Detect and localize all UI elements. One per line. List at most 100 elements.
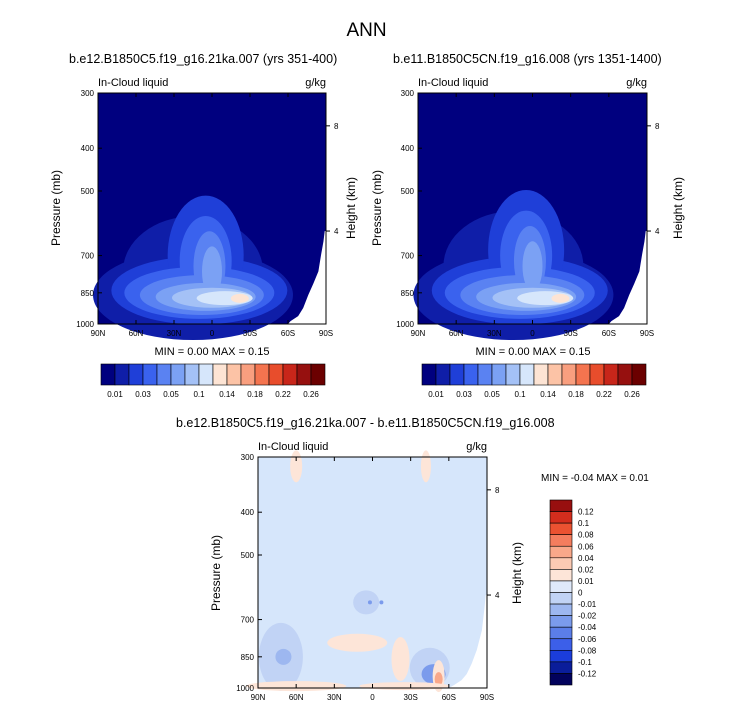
x-tick-label: 90S (640, 329, 654, 338)
colorbar-swatch (549, 545, 573, 559)
panel-3-ylabel: Pressure (mb) (209, 535, 223, 611)
colorbar-swatch (549, 626, 573, 640)
y-tick-label: 500 (81, 187, 95, 196)
colorbar-label: -0.01 (578, 600, 597, 609)
panel-3-ylabel-right: Height (km) (510, 542, 524, 604)
y-tick-label: 300 (81, 89, 95, 98)
panel-2-title: b.e11.B1850C5CN.f19_g16.008 (yrs 1351-14… (393, 52, 662, 66)
x-tick-label: 0 (210, 329, 215, 338)
colorbar-label: -0.04 (578, 623, 597, 632)
panel-1-stats: MIN = 0.00 MAX = 0.15 (155, 346, 270, 358)
y-tick-label: 700 (81, 252, 95, 261)
panel-2-chart: 90N 60N 30N 0 30S 60S 90S 300 400 500 700 850 1000 8 4… (370, 77, 685, 399)
missing-data-region (608, 231, 647, 324)
y-tick-label: 500 (401, 187, 415, 196)
colorbar-label: 0.26 (303, 390, 319, 399)
colorbar-label: 0.1 (578, 519, 590, 528)
colorbar-label: 0.01 (107, 390, 123, 399)
colorbar-swatch (549, 592, 573, 605)
panel-3-units: g/kg (466, 441, 487, 453)
panel-1-title: b.e12.B1850C5.f19_g16.21ka.007 (yrs 351-… (69, 52, 338, 66)
contour-fill (327, 633, 388, 652)
colorbar-label: 0.05 (484, 390, 500, 399)
y-tick-label: 850 (401, 289, 415, 298)
colorbar-label: 0.1 (514, 390, 526, 399)
x-tick-label: 60S (442, 693, 456, 702)
colorbar-label: 0.06 (578, 542, 594, 551)
colorbar-label: 0.03 (135, 390, 151, 399)
contour-fill (434, 672, 443, 687)
height-tick-label: 4 (495, 591, 500, 600)
x-tick-label: 60S (602, 329, 616, 338)
colorbar-swatch (549, 650, 573, 663)
colorbar-label: 0.26 (624, 390, 640, 399)
colorbar-label: 0.05 (163, 390, 179, 399)
colorbar-label: 0.14 (540, 390, 556, 399)
contour-fill (230, 293, 249, 303)
panel-1-ylabel-right: Height (km) (344, 177, 358, 239)
colorbar-label: 0.1 (193, 390, 205, 399)
contour-fill (522, 241, 543, 292)
x-tick-label: 60N (449, 329, 464, 338)
colorbar-label: 0.01 (428, 390, 444, 399)
y-tick-label: 300 (241, 453, 255, 462)
y-tick-label: 400 (401, 144, 415, 153)
panel-2-stats: MIN = 0.00 MAX = 0.15 (476, 346, 591, 358)
colorbar-swatch (549, 511, 573, 524)
colorbar-label: 0.01 (578, 577, 594, 586)
colorbar-label: 0.22 (275, 390, 291, 399)
colorbar-swatch (549, 569, 573, 582)
panel-2-ylabel: Pressure (mb) (370, 170, 384, 246)
panel-3-title: b.e12.B1850C5.f19_g16.21ka.007 - b.e11.B… (176, 416, 555, 430)
height-tick-label: 8 (334, 122, 339, 131)
colorbar-label: 0.18 (568, 390, 584, 399)
x-tick-label: 90N (411, 329, 426, 338)
contour-fill (275, 648, 292, 665)
height-tick-label: 4 (334, 227, 339, 236)
panel-2-variable: In-Cloud liquid (418, 77, 488, 89)
contour-fill (290, 450, 303, 483)
x-tick-label: 30S (564, 329, 578, 338)
colorbar-label: 0.12 (578, 508, 594, 517)
contour-fill (353, 590, 380, 615)
colorbar-label: -0.02 (578, 612, 597, 621)
panel-1-chart: 90N 60N 30N 0 30S 60S 90S 300 400 500 700 850 1000 8 4… (49, 77, 358, 399)
x-tick-label: 30N (327, 693, 342, 702)
colorbar-swatch (549, 499, 573, 512)
x-tick-label: 30N (167, 329, 182, 338)
colorbar-label: 0.04 (578, 554, 594, 563)
colorbar-swatch (631, 363, 647, 386)
colorbar-label: -0.08 (578, 646, 597, 655)
y-tick-label: 850 (241, 653, 255, 662)
colorbar-swatch (310, 363, 326, 386)
y-tick-label: 400 (81, 144, 95, 153)
y-tick-label: 850 (81, 289, 95, 298)
y-tick-label: 500 (241, 551, 255, 560)
contour-fill (420, 450, 431, 483)
colorbar-label: 0.18 (247, 390, 263, 399)
height-tick-label: 8 (495, 486, 500, 495)
colorbar-swatch (549, 522, 573, 535)
height-tick-label: 4 (655, 227, 660, 236)
colorbar-label: 0.08 (578, 531, 594, 540)
y-tick-label: 700 (241, 616, 255, 625)
y-tick-label: 1000 (396, 320, 414, 329)
y-tick-label: 400 (241, 508, 255, 517)
x-tick-label: 90N (251, 693, 266, 702)
page-title: ANN (346, 20, 387, 41)
missing-data-region (448, 595, 487, 688)
panel-3-variable: In-Cloud liquid (258, 441, 328, 453)
colorbar-swatch (549, 638, 573, 651)
panel-1-units: g/kg (305, 77, 326, 89)
missing-data-region (288, 231, 326, 324)
contour-fill (367, 600, 372, 605)
x-tick-label: 60N (289, 693, 304, 702)
colorbar-label: -0.1 (578, 658, 592, 667)
colorbar-swatch (549, 673, 573, 686)
y-tick-label: 300 (401, 89, 415, 98)
colorbar-label: 0.03 (456, 390, 472, 399)
panel-2-units: g/kg (626, 77, 647, 89)
colorbar-swatch (549, 534, 573, 547)
colorbar-label: 0.14 (219, 390, 235, 399)
x-tick-label: 0 (530, 329, 535, 338)
